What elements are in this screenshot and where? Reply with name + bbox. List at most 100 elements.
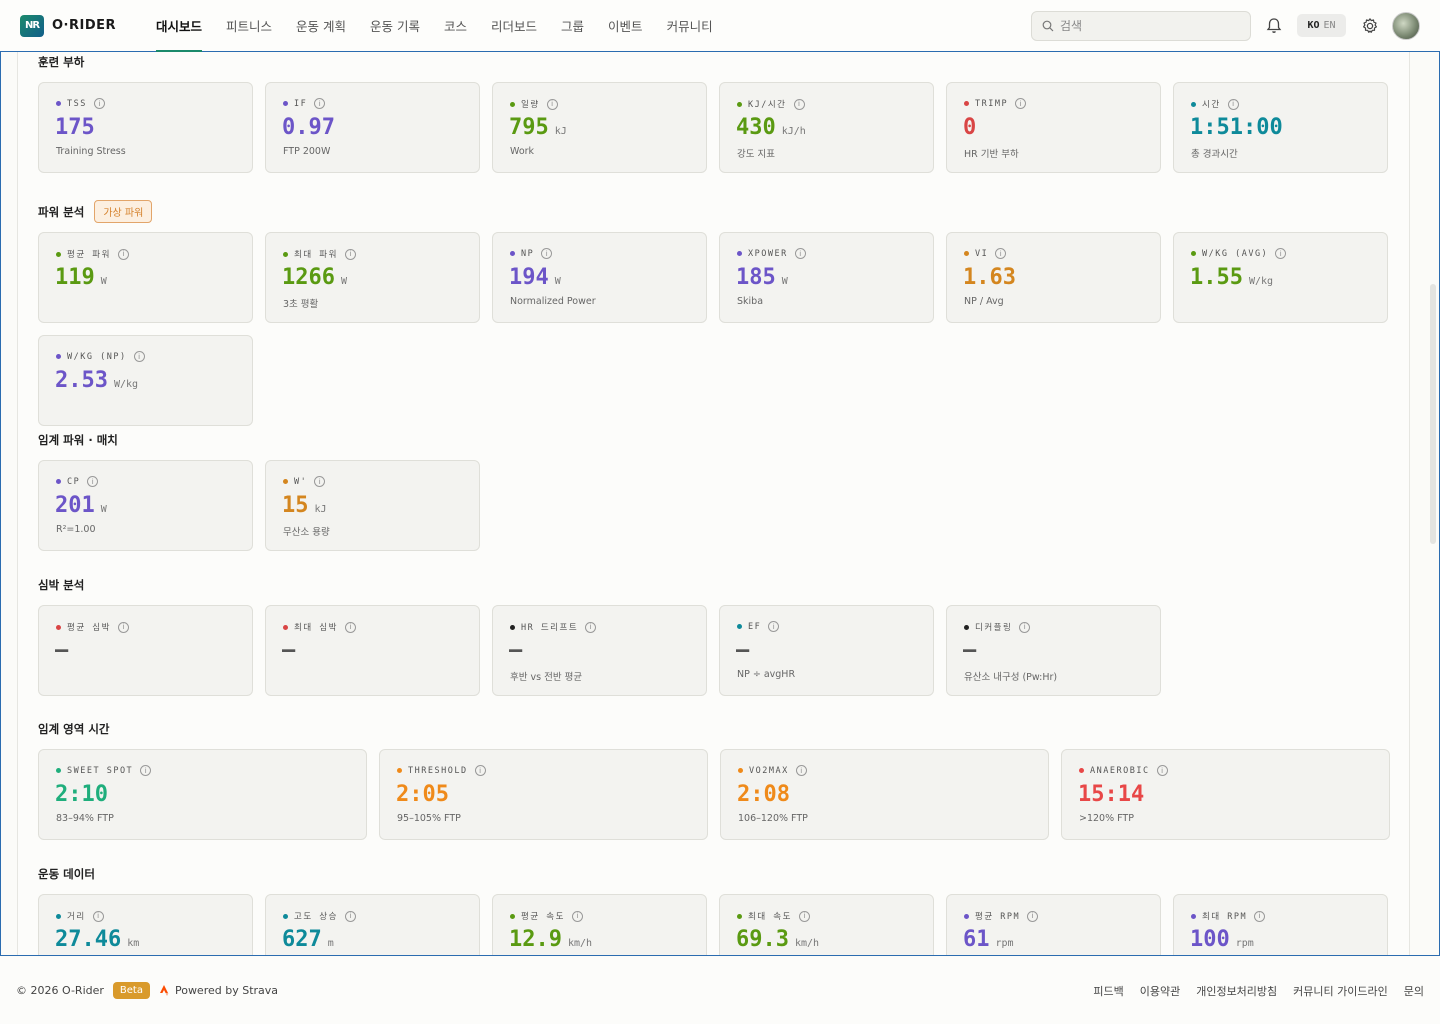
metric-card[interactable]: TRIMP i 0 HR 기반 부하 — [946, 82, 1161, 173]
metric-card[interactable]: W/KG (NP) i 2.53 W/kg — [38, 335, 253, 426]
status-dot-icon — [1191, 101, 1196, 107]
nav-item[interactable]: 운동 기록 — [370, 19, 420, 34]
info-icon[interactable]: i — [314, 476, 326, 487]
footer-link[interactable]: 개인정보처리방침 — [1196, 984, 1278, 998]
metric-card[interactable]: ANAEROBIC i 15:14 >120% FTP — [1061, 749, 1390, 840]
nav-item[interactable]: 이벤트 — [608, 19, 643, 34]
metric-unit: W — [554, 276, 561, 287]
scrollbar[interactable] — [1430, 284, 1436, 544]
status-dot-icon — [510, 624, 515, 630]
info-icon[interactable]: i — [546, 98, 558, 110]
metric-subtitle: Work — [510, 146, 535, 157]
user-avatar[interactable] — [1392, 12, 1420, 40]
metric-card[interactable]: W/KG (AVG) i 1.55 W/kg — [1173, 232, 1388, 323]
logo-text: O·RIDER — [52, 18, 117, 33]
metric-card[interactable]: 디커플링 i — 유산소 내구성 (Pw:Hr) — [946, 605, 1161, 696]
metric-card[interactable]: 최대 심박 i — — [265, 605, 480, 696]
info-icon[interactable]: i — [794, 248, 806, 259]
metric-subtitle: NP / Avg — [964, 296, 1004, 307]
metric-card[interactable]: CP i 201 W R²=1.00 — [38, 460, 253, 551]
info-icon[interactable]: i — [1027, 910, 1039, 922]
info-icon[interactable]: i — [1156, 765, 1168, 776]
metric-card[interactable]: W' i 15 kJ 무산소 용량 — [265, 460, 480, 551]
metric-card[interactable]: XPOWER i 185 W Skiba — [719, 232, 934, 323]
metric-card[interactable]: VI i 1.63 NP / Avg — [946, 232, 1161, 323]
metric-card[interactable]: 고도 상승 i 627 m — [265, 894, 480, 955]
nav-item[interactable]: 대시보드 — [144, 0, 214, 52]
info-icon[interactable]: i — [571, 910, 583, 922]
metric-card[interactable]: IF i 0.97 FTP 200W — [265, 82, 480, 173]
info-icon[interactable]: i — [93, 98, 105, 109]
info-icon[interactable]: i — [1019, 621, 1031, 633]
metric-card[interactable]: VO2MAX i 2:08 106–120% FTP — [720, 749, 1049, 840]
info-icon[interactable]: i — [585, 621, 597, 633]
info-icon[interactable]: i — [344, 621, 356, 633]
info-icon[interactable]: i — [995, 248, 1007, 259]
info-icon[interactable]: i — [474, 765, 486, 776]
metric-card[interactable]: 거리 i 27.46 km — [38, 894, 253, 955]
footer-link[interactable]: 이용약관 — [1139, 984, 1181, 998]
info-icon[interactable]: i — [344, 248, 356, 260]
info-icon[interactable]: i — [87, 476, 99, 487]
info-icon[interactable]: i — [140, 765, 152, 776]
metric-subtitle: >120% FTP — [1079, 813, 1134, 824]
info-icon[interactable]: i — [117, 248, 129, 260]
metric-card[interactable]: THRESHOLD i 2:05 95–105% FTP — [379, 749, 708, 840]
info-icon[interactable]: i — [795, 765, 807, 776]
search-input[interactable] — [1060, 19, 1230, 33]
info-icon[interactable]: i — [92, 910, 104, 922]
metric-value: 2:08 — [737, 782, 790, 807]
metric-label-text: VI — [975, 248, 989, 259]
metric-card[interactable]: NP i 194 W Normalized Power — [492, 232, 707, 323]
nav-item[interactable]: 피트니스 — [226, 19, 273, 34]
info-icon[interactable]: i — [314, 98, 326, 109]
footer-link[interactable]: 커뮤니티 가이드라인 — [1293, 984, 1388, 998]
metric-card[interactable]: 평균 RPM i 61 rpm — [946, 894, 1161, 955]
nav-item[interactable]: 커뮤니티 — [666, 19, 713, 34]
metric-card[interactable]: TSS i 175 Training Stress — [38, 82, 253, 173]
metric-card[interactable]: 최대 속도 i 69.3 km/h — [719, 894, 934, 955]
gear-icon[interactable] — [1360, 16, 1380, 36]
metric-card[interactable]: 일량 i 795 kJ Work — [492, 82, 707, 173]
metric-card[interactable]: SWEET SPOT i 2:10 83–94% FTP — [38, 749, 367, 840]
metric-value-text: — — [282, 638, 296, 663]
info-icon[interactable]: i — [117, 621, 129, 633]
status-dot-icon — [737, 913, 742, 919]
metric-card[interactable]: 최대 파워 i 1266 W 3초 평활 — [265, 232, 480, 323]
top-header: NR O·RIDER 대시보드 피트니스 운동 계획 운동 기록 코스 리더보드 그룹 이벤트… — [0, 0, 1440, 52]
metric-card[interactable]: 평균 속도 i 12.9 km/h — [492, 894, 707, 955]
info-icon[interactable]: i — [344, 910, 356, 922]
bell-icon[interactable] — [1264, 16, 1284, 36]
logo[interactable]: NR O·RIDER — [20, 14, 130, 37]
metric-card[interactable]: EF i — NP ÷ avgHR — [719, 605, 934, 696]
lang-ko[interactable]: KO — [1307, 20, 1320, 31]
footer-link[interactable]: 피드백 — [1093, 984, 1124, 998]
info-icon[interactable]: i — [768, 621, 780, 632]
info-icon[interactable]: i — [1275, 248, 1287, 259]
metric-card[interactable]: 최대 RPM i 100 rpm — [1173, 894, 1388, 955]
metric-card[interactable]: HR 드리프트 i — 후반 vs 전반 평균 — [492, 605, 707, 696]
info-icon[interactable]: i — [793, 98, 805, 110]
info-icon[interactable]: i — [133, 351, 145, 362]
info-icon[interactable]: i — [541, 248, 553, 259]
search-icon — [1042, 20, 1054, 32]
nav-item[interactable]: 코스 — [444, 19, 468, 34]
powered-by-strava[interactable]: Powered by Strava — [159, 984, 278, 997]
nav-item[interactable]: 운동 계획 — [296, 19, 347, 34]
section-title-text: 임계 영역 시간 — [38, 722, 110, 736]
lang-en[interactable]: EN — [1323, 20, 1336, 31]
metric-card[interactable]: 평균 파워 i 119 W — [38, 232, 253, 323]
search-box[interactable] — [1031, 11, 1251, 41]
info-icon[interactable]: i — [1015, 98, 1027, 109]
metric-value-text: 2:10 — [55, 782, 108, 807]
nav-item[interactable]: 리더보드 — [491, 19, 538, 34]
metric-card[interactable]: KJ/시간 i 430 kJ/h 강도 지표 — [719, 82, 934, 173]
language-toggle[interactable]: KO EN — [1297, 14, 1346, 37]
info-icon[interactable]: i — [1227, 98, 1239, 110]
info-icon[interactable]: i — [1254, 910, 1266, 922]
metric-card[interactable]: 평균 심박 i — — [38, 605, 253, 696]
metric-card[interactable]: 시간 i 1:51:00 총 경과시간 — [1173, 82, 1388, 173]
footer-link[interactable]: 문의 — [1403, 984, 1424, 998]
nav-item[interactable]: 그룹 — [561, 19, 585, 34]
info-icon[interactable]: i — [798, 910, 810, 922]
